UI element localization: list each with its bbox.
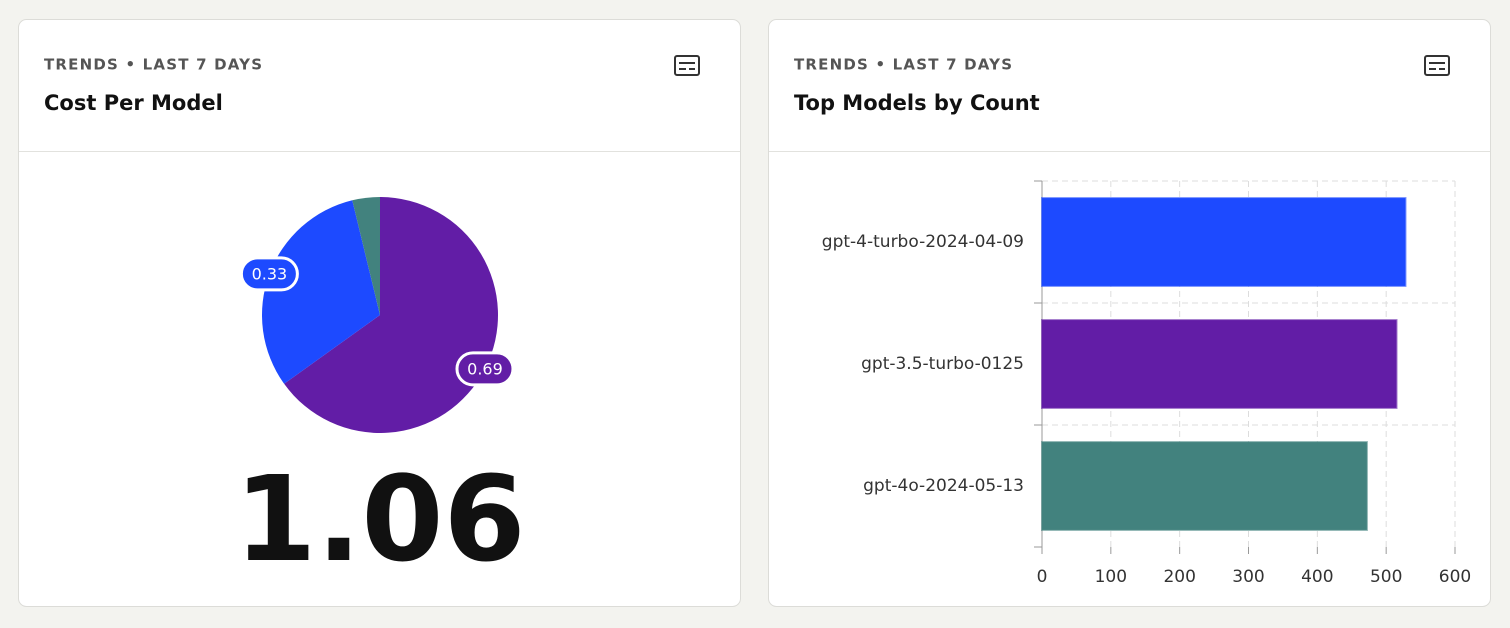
card-subtitle: TRENDS • LAST 7 DAYS — [44, 56, 263, 74]
bar — [1041, 441, 1368, 531]
label-pill — [455, 351, 515, 387]
caption-icon[interactable] — [674, 55, 700, 76]
pie-slice — [284, 197, 498, 434]
x-tick-label: 500 — [1370, 567, 1402, 587]
x-tick-label: 600 — [1439, 567, 1471, 587]
data-label: 0.33 — [252, 264, 288, 283]
x-tick-label: 400 — [1301, 567, 1333, 587]
data-label: 0.69 — [467, 359, 503, 378]
x-tick-label: 200 — [1163, 567, 1195, 587]
y-tick-label: gpt-4o-2024-05-13 — [863, 476, 1024, 496]
caption-icon[interactable] — [1424, 55, 1450, 76]
x-tick-label: 0 — [1037, 567, 1048, 587]
y-tick-label: gpt-3.5-turbo-0125 — [861, 354, 1024, 374]
card-title: Cost Per Model — [44, 91, 223, 115]
pie-slice — [262, 200, 380, 384]
card-subtitle: TRENDS • LAST 7 DAYS — [794, 56, 1013, 74]
bar — [1041, 319, 1398, 409]
label-pill — [239, 256, 299, 292]
y-tick-label: gpt-4-turbo-2024-04-09 — [822, 232, 1024, 252]
x-tick-label: 300 — [1232, 567, 1264, 587]
x-tick-label: 100 — [1095, 567, 1127, 587]
card-title: Top Models by Count — [794, 91, 1040, 115]
total-value: 1.06 — [234, 450, 525, 588]
bar — [1041, 197, 1407, 287]
pie-slice — [352, 197, 380, 315]
